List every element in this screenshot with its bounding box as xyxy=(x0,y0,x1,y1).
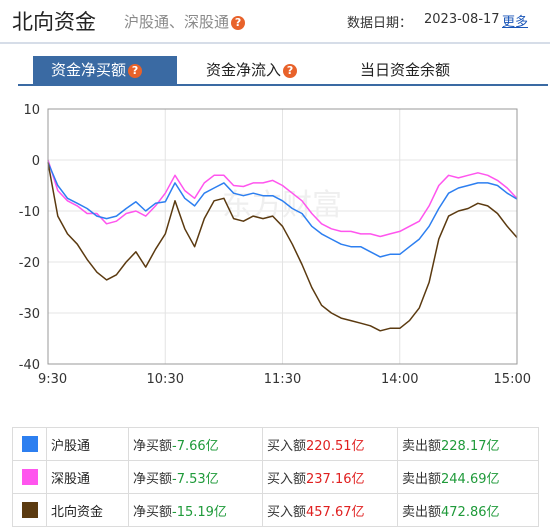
net-value: -7.66亿 xyxy=(172,438,219,454)
tab-daily-balance-label: 当日资金余额 xyxy=(360,61,451,79)
x-tick-label: 10:30 xyxy=(147,372,184,387)
date-value: 2023-08-17 xyxy=(424,12,500,27)
x-tick-label: 9:30 xyxy=(38,372,67,387)
y-tick-label: -30 xyxy=(19,307,40,322)
tab-daily-balance[interactable]: 当日资金余额 xyxy=(360,56,480,84)
x-tick-label: 11:30 xyxy=(264,372,301,387)
legend-row-sz: 深股通 净买额-7.53亿 买入额237.16亿 卖出额244.69亿 xyxy=(12,460,539,494)
tab-bar: 资金净买额? 资金净流入? 当日资金余额 xyxy=(0,56,550,86)
chart-series xyxy=(47,159,518,332)
buy-value: 237.16亿 xyxy=(306,471,365,487)
legend-row-sh: 沪股通 净买额-7.66亿 买入额220.51亿 卖出额228.17亿 xyxy=(12,427,539,461)
sell-value: 244.69亿 xyxy=(441,471,500,487)
legend-table: 沪股通 净买额-7.66亿 买入额220.51亿 卖出额228.17亿 深股通 … xyxy=(12,427,539,527)
sell-label: 卖出额 xyxy=(402,438,442,454)
tab-net-inflow[interactable]: 资金净流入? xyxy=(206,56,326,84)
sell-label: 卖出额 xyxy=(402,471,442,487)
tab-underline xyxy=(18,84,548,86)
x-tick-label: 14:00 xyxy=(381,372,418,387)
series-line-0 xyxy=(47,162,518,258)
sell-label: 卖出额 xyxy=(402,504,442,520)
tab-net-buy[interactable]: 资金净买额? xyxy=(33,56,177,84)
page-title: 北向资金 xyxy=(12,10,96,34)
y-tick-label: 0 xyxy=(32,154,40,169)
plot-frame xyxy=(47,108,518,365)
legend-swatch xyxy=(21,469,38,485)
chart-axes: 10 0 -10 -20 -30 -409:30 10:30 11:30 14:00 15:00 xyxy=(19,103,531,387)
page-subtitle: 沪股通、深股通? xyxy=(124,11,246,32)
net-value: -15.19亿 xyxy=(172,504,227,520)
buy-value: 220.51亿 xyxy=(306,438,365,454)
header: 北向资金 沪股通、深股通? 数据日期： 2023-08-17 更多 xyxy=(0,0,550,44)
help-icon[interactable]: ? xyxy=(128,64,143,78)
date-label: 数据日期： xyxy=(347,16,413,31)
legend-name: 深股通 xyxy=(46,460,129,494)
more-link[interactable]: 更多 xyxy=(502,15,529,30)
net-label: 净买额 xyxy=(133,471,173,487)
legend-name: 北向资金 xyxy=(46,493,129,527)
series-line-2 xyxy=(47,162,518,332)
net-value: -7.53亿 xyxy=(172,471,219,487)
buy-label: 买入额 xyxy=(267,504,307,520)
help-icon[interactable]: ? xyxy=(231,16,246,30)
subtitle-text: 沪股通、深股通 xyxy=(124,13,230,31)
net-label: 净买额 xyxy=(133,504,173,520)
buy-label: 买入额 xyxy=(267,471,307,487)
legend-name: 沪股通 xyxy=(46,427,129,461)
net-label: 净买额 xyxy=(133,438,173,454)
sell-value: 472.86亿 xyxy=(441,504,500,520)
y-tick-label: -10 xyxy=(19,205,40,220)
help-icon[interactable]: ? xyxy=(283,64,298,78)
sell-value: 228.17亿 xyxy=(441,438,500,454)
x-tick-label: 15:00 xyxy=(494,372,531,387)
y-tick-label: -40 xyxy=(19,358,40,373)
buy-value: 457.67亿 xyxy=(306,504,365,520)
legend-swatch xyxy=(21,436,38,452)
tab-net-buy-label: 资金净买额 xyxy=(51,61,127,79)
y-tick-label: 10 xyxy=(23,103,40,118)
chart-watermark: 东方财富 xyxy=(222,188,342,223)
northbound-chart: 东方财富 100-10-20-30-409:30 10:30 11:30 14:00 1… xyxy=(19,103,531,387)
chart-grid xyxy=(47,108,518,365)
legend-swatch xyxy=(21,502,38,518)
series-line-1 xyxy=(47,159,518,238)
tab-net-inflow-label: 资金净流入 xyxy=(206,61,282,79)
y-tick-label: -20 xyxy=(19,256,40,271)
buy-label: 买入额 xyxy=(267,438,307,454)
legend-row-total: 北向资金 净买额-15.19亿 买入额457.67亿 卖出额472.86亿 xyxy=(12,493,539,527)
